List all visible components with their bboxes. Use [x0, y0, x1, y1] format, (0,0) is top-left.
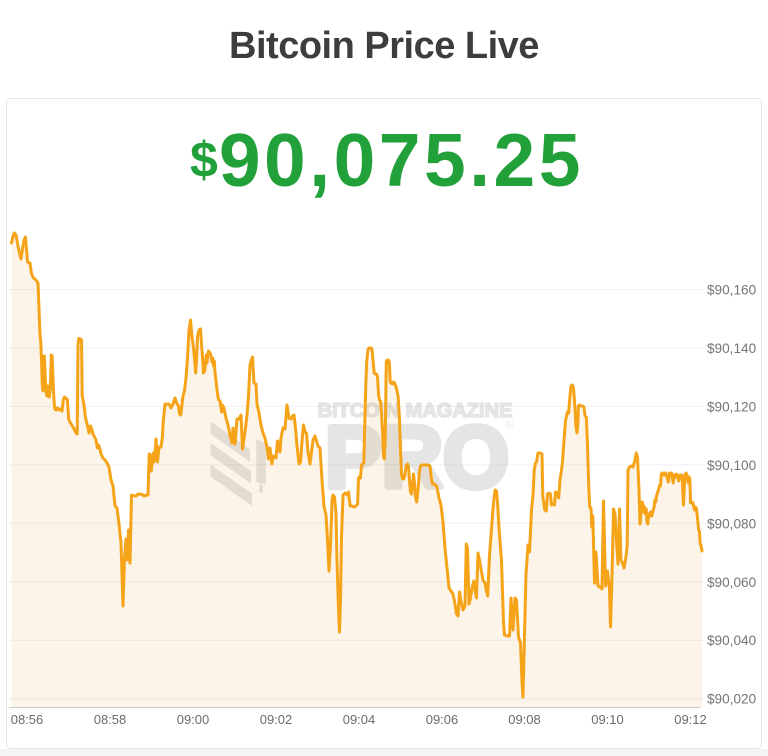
svg-text:09:04: 09:04: [343, 712, 376, 727]
svg-text:09:02: 09:02: [260, 712, 293, 727]
svg-text:09:12: 09:12: [674, 712, 707, 727]
svg-text:$90,040: $90,040: [707, 633, 757, 648]
svg-text:$90,140: $90,140: [707, 341, 757, 356]
svg-text:08:58: 08:58: [94, 712, 127, 727]
svg-text:09:06: 09:06: [426, 712, 459, 727]
svg-text:$90,160: $90,160: [707, 283, 757, 298]
svg-text:$90,100: $90,100: [707, 458, 757, 473]
svg-text:09:00: 09:00: [177, 712, 210, 727]
svg-text:$90,080: $90,080: [707, 516, 757, 531]
svg-text:09:10: 09:10: [591, 712, 624, 727]
svg-text:08:56: 08:56: [11, 712, 44, 727]
svg-text:$90,060: $90,060: [707, 575, 757, 590]
svg-text:$90,120: $90,120: [707, 399, 757, 414]
svg-text:$90,020: $90,020: [707, 692, 757, 707]
svg-text:®: ®: [505, 420, 513, 432]
svg-text:09:08: 09:08: [508, 712, 541, 727]
